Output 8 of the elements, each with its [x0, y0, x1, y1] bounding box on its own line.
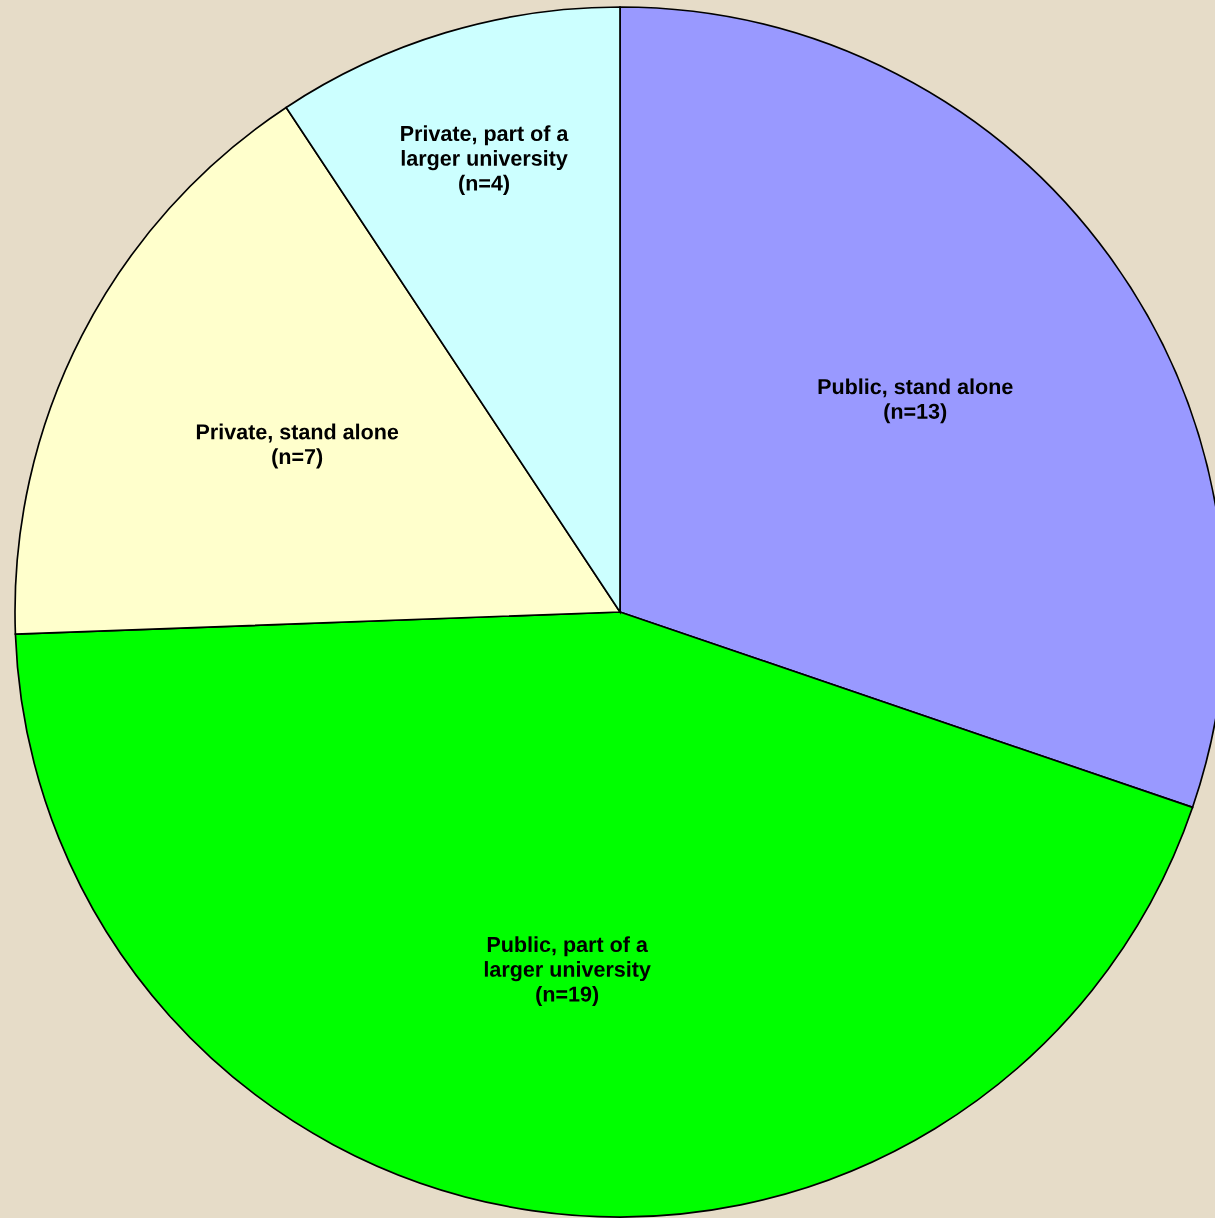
data-label: (n=4): [459, 174, 509, 195]
slice-label: Private, part of a larger university: [401, 125, 569, 171]
slice-label: Public, stand alone: [818, 378, 1013, 398]
slice-label: Public, part of a larger university: [484, 936, 651, 982]
data-label: (n=7): [272, 448, 323, 469]
data-label: (n=19): [536, 985, 599, 1006]
slice-label: Private, stand alone: [196, 423, 399, 443]
data-label: (n=13): [884, 403, 947, 424]
